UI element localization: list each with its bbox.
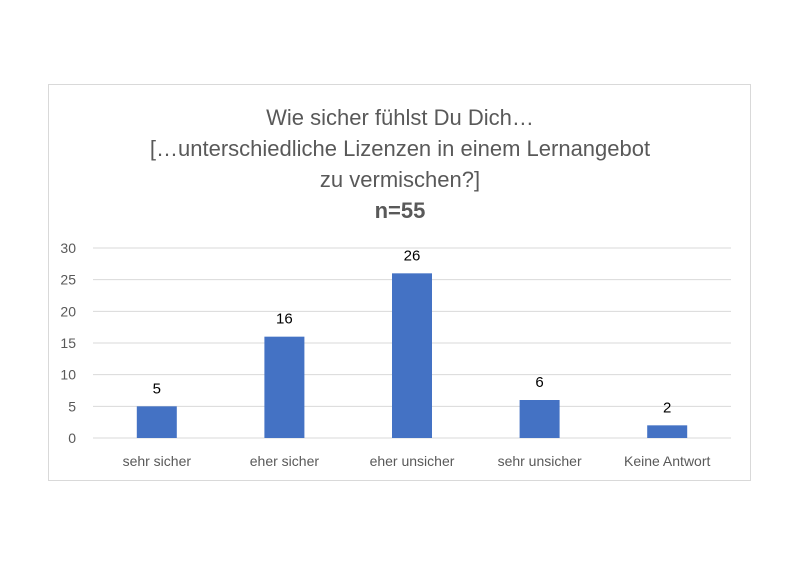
y-tick-label: 5 bbox=[68, 398, 76, 414]
y-tick-label: 30 bbox=[60, 240, 76, 256]
data-label: 6 bbox=[535, 374, 543, 391]
bar bbox=[647, 425, 688, 438]
x-tick-label: Keine Antwort bbox=[624, 453, 710, 469]
y-tick-label: 0 bbox=[68, 430, 76, 446]
bar bbox=[136, 406, 177, 438]
y-tick-label: 20 bbox=[60, 303, 76, 319]
x-tick-label: eher unsicher bbox=[370, 453, 455, 469]
y-tick-label: 10 bbox=[60, 367, 76, 383]
chart-title-line-1: Wie sicher fühlst Du Dich… bbox=[266, 105, 534, 130]
x-tick-label: eher sicher bbox=[250, 453, 320, 469]
bar bbox=[264, 336, 305, 438]
chart-title-line-2: […unterschiedliche Lizenzen in einem Ler… bbox=[149, 136, 651, 161]
data-label: 2 bbox=[663, 399, 671, 416]
y-tick-label: 25 bbox=[60, 272, 76, 288]
data-label: 26 bbox=[404, 247, 421, 264]
chart-title: Wie sicher fühlst Du Dich… […unterschied… bbox=[0, 102, 800, 226]
x-tick-label: sehr sicher bbox=[123, 453, 192, 469]
chart-title-line-3: zu vermischen?] bbox=[319, 167, 481, 192]
chart-subtitle: n=55 bbox=[374, 198, 426, 223]
x-tick-label: sehr unsicher bbox=[498, 453, 582, 469]
data-label: 5 bbox=[153, 380, 161, 397]
data-label: 16 bbox=[276, 311, 293, 328]
bar bbox=[392, 273, 432, 438]
y-tick-label: 15 bbox=[60, 335, 76, 351]
bar bbox=[519, 400, 560, 438]
